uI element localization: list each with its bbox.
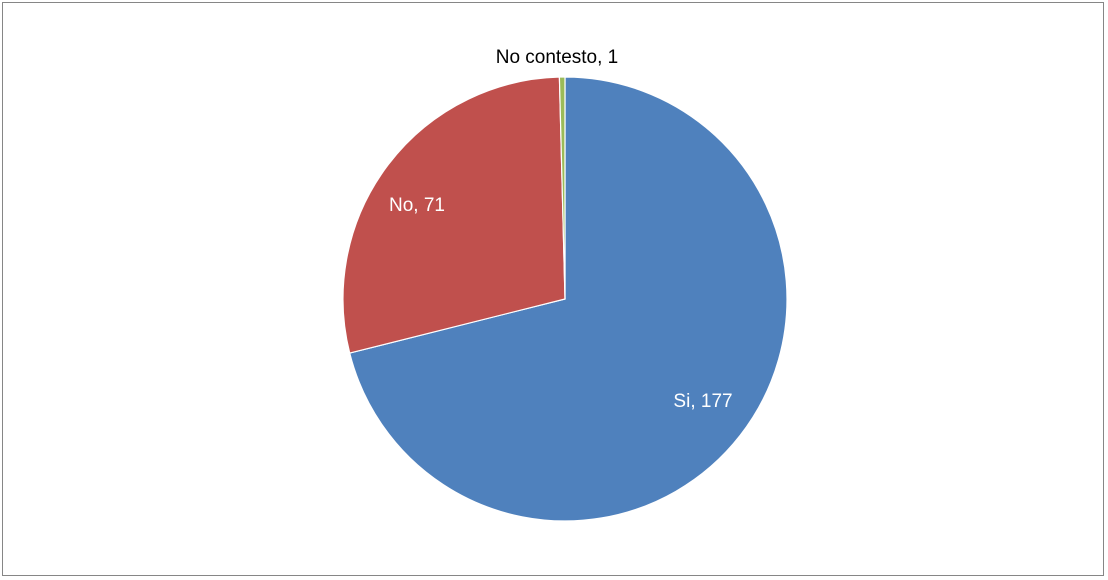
pie-slices	[342, 76, 788, 522]
data-label-no-contesto: No contesto, 1	[496, 47, 619, 68]
pie-chart: Si, 177 No, 71 No contesto, 1	[342, 47, 788, 522]
data-label-no: No, 71	[389, 195, 445, 216]
data-label-si: Si, 177	[673, 391, 732, 412]
pie-slice-no	[342, 76, 566, 354]
pie-slice-si	[348, 76, 788, 522]
pie-data-labels: Si, 177 No, 71 No contesto, 1	[389, 47, 733, 412]
pie-slice-no-contesto	[558, 76, 566, 300]
